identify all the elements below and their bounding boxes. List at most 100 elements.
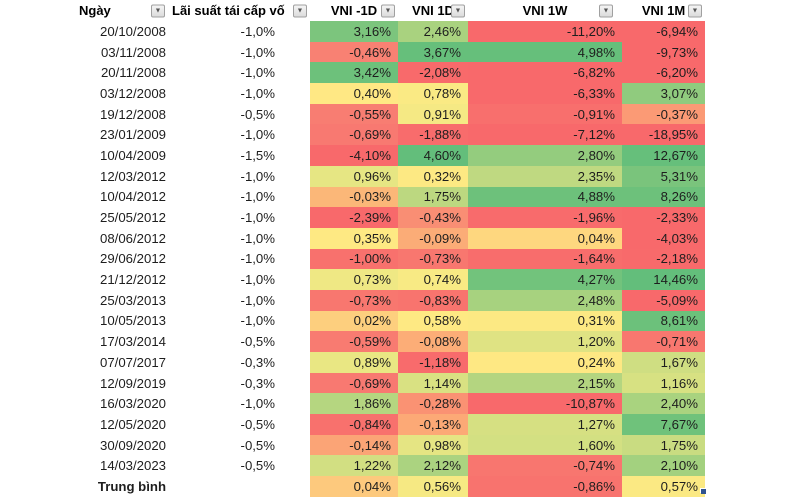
return-cell-vni-m1d[interactable]: -4,10% (310, 145, 398, 166)
rate-change-cell[interactable]: -0,3% (240, 354, 275, 370)
rate-change-cell[interactable]: -0,5% (240, 458, 275, 474)
return-cell-vni-1w[interactable]: 1,27% (468, 414, 622, 435)
return-cell-vni-1w[interactable]: -1,64% (468, 248, 622, 270)
date-cell[interactable]: 03/11/2008 (100, 44, 166, 60)
date-cell[interactable]: 12/05/2020 (99, 416, 166, 432)
return-cell-vni-m1d[interactable]: 0,89% (310, 352, 398, 373)
return-cell-vni-1w[interactable]: 4,88% (468, 186, 622, 208)
date-cell[interactable]: 25/05/2012 (99, 210, 166, 226)
return-cell-vni-m1d[interactable]: -0,69% (310, 124, 398, 146)
rate-change-cell[interactable]: -1,0% (240, 65, 275, 81)
date-cell[interactable]: 14/03/2023 (99, 458, 166, 474)
return-cell-vni-1m[interactable]: -9,73% (622, 41, 705, 63)
return-cell-vni-1m[interactable]: -2,18% (622, 248, 705, 270)
rate-change-cell[interactable]: -1,0% (240, 292, 275, 308)
date-cell[interactable]: 12/03/2012 (99, 168, 166, 184)
rate-change-cell[interactable]: -1,0% (240, 251, 275, 267)
return-cell-vni-1w[interactable]: -10,87% (468, 393, 622, 415)
return-cell-vni-1m[interactable]: -5,09% (622, 289, 705, 311)
return-cell-vni-1m[interactable]: 8,26% (622, 186, 705, 208)
return-cell-vni-1w[interactable]: 0,04% (468, 227, 622, 249)
date-cell[interactable]: 10/04/2009 (99, 147, 166, 163)
rate-change-cell[interactable]: -0,5% (240, 416, 275, 432)
rate-change-cell[interactable]: -1,5% (240, 147, 275, 163)
rate-change-cell[interactable]: -1,0% (240, 44, 275, 60)
return-cell-vni-1w[interactable]: -11,20% (468, 21, 622, 42)
return-cell-vni-m1d[interactable]: 0,35% (310, 227, 398, 249)
return-cell-vni-1m[interactable]: -0,37% (622, 103, 705, 125)
return-cell-vni-1w[interactable]: 2,48% (468, 289, 622, 311)
return-cell-vni-m1d[interactable]: 0,02% (310, 310, 398, 332)
return-cell-vni-1w[interactable]: -7,12% (468, 124, 622, 146)
rate-change-cell[interactable]: -1,0% (240, 230, 275, 246)
return-cell-vni-m1d[interactable]: -0,69% (310, 372, 398, 394)
return-cell-vni-1m[interactable]: -6,20% (622, 62, 705, 84)
return-cell-vni-m1d[interactable]: 0,96% (310, 165, 398, 187)
return-cell-vni-1m[interactable]: 8,61% (622, 310, 705, 332)
return-cell-vni-1w[interactable]: -0,86% (468, 476, 622, 497)
return-cell-vni-m1d[interactable]: 3,42% (310, 62, 398, 84)
return-cell-vni-1d[interactable]: 0,56% (398, 476, 468, 497)
return-cell-vni-1m[interactable]: -6,94% (622, 21, 705, 42)
date-cell[interactable]: 20/10/2008 (99, 23, 166, 39)
return-cell-vni-m1d[interactable]: 0,73% (310, 269, 398, 290)
return-cell-vni-1d[interactable]: 0,91% (398, 103, 468, 125)
date-cell[interactable]: 10/05/2013 (99, 313, 166, 329)
rate-change-cell[interactable]: -1,0% (240, 210, 275, 226)
date-cell[interactable]: 17/03/2014 (99, 334, 166, 350)
return-cell-vni-1d[interactable]: 0,98% (398, 434, 468, 456)
return-cell-vni-1m[interactable]: 3,07% (622, 83, 705, 104)
return-cell-vni-m1d[interactable]: -1,00% (310, 248, 398, 270)
return-cell-vni-1w[interactable]: 4,98% (468, 41, 622, 63)
return-cell-vni-1d[interactable]: -0,09% (398, 227, 468, 249)
return-cell-vni-1w[interactable]: 2,35% (468, 165, 622, 187)
return-cell-vni-m1d[interactable]: -2,39% (310, 207, 398, 228)
return-cell-vni-1w[interactable]: -0,74% (468, 455, 622, 477)
return-cell-vni-1d[interactable]: -0,13% (398, 414, 468, 435)
return-cell-vni-1d[interactable]: -2,08% (398, 62, 468, 84)
rate-change-cell[interactable]: -1,0% (240, 127, 275, 143)
date-cell[interactable]: 19/12/2008 (99, 106, 166, 122)
return-cell-vni-1w[interactable]: 0,24% (468, 352, 622, 373)
return-cell-vni-1w[interactable]: -1,96% (468, 207, 622, 228)
return-cell-vni-m1d[interactable]: 0,04% (310, 476, 398, 497)
return-cell-vni-1w[interactable]: 4,27% (468, 269, 622, 290)
return-cell-vni-1d[interactable]: -1,88% (398, 124, 468, 146)
return-cell-vni-1m[interactable]: 12,67% (622, 145, 705, 166)
return-cell-vni-1d[interactable]: -0,43% (398, 207, 468, 228)
return-cell-vni-1d[interactable]: 0,58% (398, 310, 468, 332)
filter-dropdown-icon[interactable]: ▼ (293, 4, 307, 17)
return-cell-vni-1m[interactable]: 7,67% (622, 414, 705, 435)
return-cell-vni-m1d[interactable]: -0,55% (310, 103, 398, 125)
return-cell-vni-1m[interactable]: 1,67% (622, 352, 705, 373)
rate-change-cell[interactable]: -1,0% (240, 85, 275, 101)
return-cell-vni-1d[interactable]: 0,74% (398, 269, 468, 290)
return-cell-vni-1w[interactable]: 2,80% (468, 145, 622, 166)
return-cell-vni-1m[interactable]: 5,31% (622, 165, 705, 187)
date-cell[interactable]: 20/11/2008 (100, 65, 166, 81)
return-cell-vni-1d[interactable]: -0,73% (398, 248, 468, 270)
return-cell-vni-1m[interactable]: 0,57% (622, 476, 705, 497)
date-cell[interactable]: 03/12/2008 (99, 85, 166, 101)
date-cell[interactable]: 10/04/2012 (99, 189, 166, 205)
return-cell-vni-m1d[interactable]: 0,40% (310, 83, 398, 104)
return-cell-vni-1d[interactable]: -0,28% (398, 393, 468, 415)
date-cell[interactable]: 08/06/2012 (99, 230, 166, 246)
return-cell-vni-1m[interactable]: -18,95% (622, 124, 705, 146)
return-cell-vni-1w[interactable]: 1,60% (468, 434, 622, 456)
return-cell-vni-1d[interactable]: 1,75% (398, 186, 468, 208)
date-cell[interactable]: 07/07/2017 (99, 354, 166, 370)
return-cell-vni-1m[interactable]: -4,03% (622, 227, 705, 249)
date-cell[interactable]: 29/06/2012 (99, 251, 166, 267)
return-cell-vni-1d[interactable]: 0,32% (398, 165, 468, 187)
rate-change-cell[interactable]: -1,0% (240, 272, 275, 288)
return-cell-vni-1d[interactable]: 2,12% (398, 455, 468, 477)
return-cell-vni-1w[interactable]: 2,15% (468, 372, 622, 394)
return-cell-vni-1d[interactable]: -0,83% (398, 289, 468, 311)
return-cell-vni-1d[interactable]: 0,78% (398, 83, 468, 104)
filter-dropdown-icon[interactable]: ▼ (151, 4, 165, 17)
return-cell-vni-m1d[interactable]: -0,84% (310, 414, 398, 435)
return-cell-vni-1d[interactable]: 4,60% (398, 145, 468, 166)
rate-change-cell[interactable]: -0,5% (240, 106, 275, 122)
rate-change-cell[interactable]: -1,0% (240, 396, 275, 412)
